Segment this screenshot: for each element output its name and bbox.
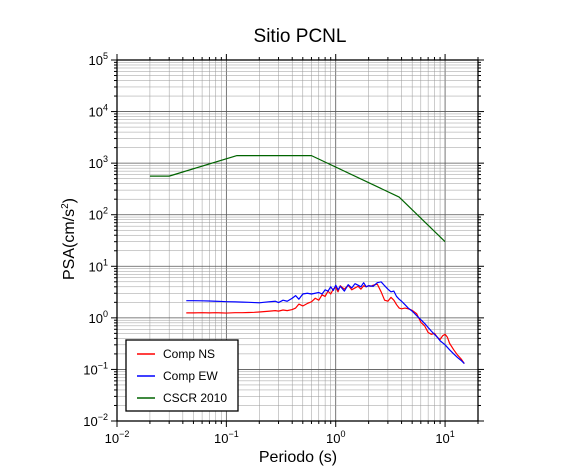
y-tick-label-base: 10: [89, 311, 103, 326]
y-tick-label-exp: −2: [98, 412, 108, 422]
y-tick-label-base: 10: [83, 362, 97, 377]
y-tick-label-base: 10: [89, 105, 103, 120]
y-tick-label: 100: [89, 309, 108, 326]
chart-title: Sitio PCNL: [254, 26, 347, 47]
series-line-cscr-2010: [149, 155, 446, 243]
y-tick-label: 103: [89, 154, 108, 171]
y-tick-label-exp: −1: [98, 360, 108, 370]
grid: [116, 59, 479, 422]
y-tick-label-exp: 5: [103, 51, 108, 61]
x-axis-label: Periodo (s): [259, 449, 337, 466]
y-tick-label-exp: 0: [103, 309, 108, 319]
x-tick-label: 101: [435, 429, 454, 446]
x-tick-label-base: 10: [435, 431, 449, 446]
y-axis-label: PSA(cm/s2): [60, 198, 78, 280]
x-tick-label-exp: 1: [450, 429, 455, 439]
ticks: [111, 54, 484, 427]
legend-label-cscr-2010: CSCR 2010: [163, 391, 227, 405]
legend-label-comp-ns: Comp NS: [163, 347, 215, 361]
y-tick-label-exp: 2: [103, 206, 108, 216]
x-tick-label: 100: [326, 429, 345, 446]
y-tick-label-base: 10: [89, 53, 103, 68]
y-tick-label: 105: [89, 51, 108, 68]
series-line-comp-ew: [186, 281, 465, 364]
x-tick-labels: 10−2 10−1 100 101: [105, 429, 455, 446]
x-tick-label-exp: −1: [228, 429, 238, 439]
x-tick-label-exp: 0: [340, 429, 345, 439]
y-axis-label-main: PSA(cm/s: [61, 209, 78, 280]
x-tick-label-base: 10: [105, 431, 119, 446]
y-tick-label-base: 10: [89, 259, 103, 274]
series-layer: [149, 155, 465, 364]
y-tick-label-exp: 1: [103, 257, 108, 267]
x-tick-label: 10−2: [105, 429, 130, 446]
series-line-comp-ns: [186, 283, 465, 364]
y-tick-label: 102: [89, 206, 108, 223]
plot-frame: [116, 59, 479, 422]
x-tick-label-base: 10: [326, 431, 340, 446]
y-tick-label-base: 10: [89, 208, 103, 223]
y-tick-label: 10−2: [83, 412, 108, 429]
x-tick-label: 10−1: [214, 429, 239, 446]
y-tick-label: 104: [89, 103, 108, 120]
y-tick-label: 101: [89, 257, 108, 274]
y-axis-label-sup: 2: [60, 203, 71, 209]
x-tick-label-exp: −2: [119, 429, 129, 439]
y-tick-label-base: 10: [89, 156, 103, 171]
legend-label-comp-ew: Comp EW: [163, 369, 218, 383]
y-axis-label-close: ): [61, 198, 78, 203]
y-tick-label-exp: 4: [103, 103, 108, 113]
y-tick-label-exp: 3: [103, 154, 108, 164]
x-tick-label-base: 10: [214, 431, 228, 446]
y-tick-label: 10−1: [83, 360, 108, 377]
y-tick-label-base: 10: [83, 414, 97, 429]
legend: Comp NS Comp EW CSCR 2010: [125, 339, 239, 412]
